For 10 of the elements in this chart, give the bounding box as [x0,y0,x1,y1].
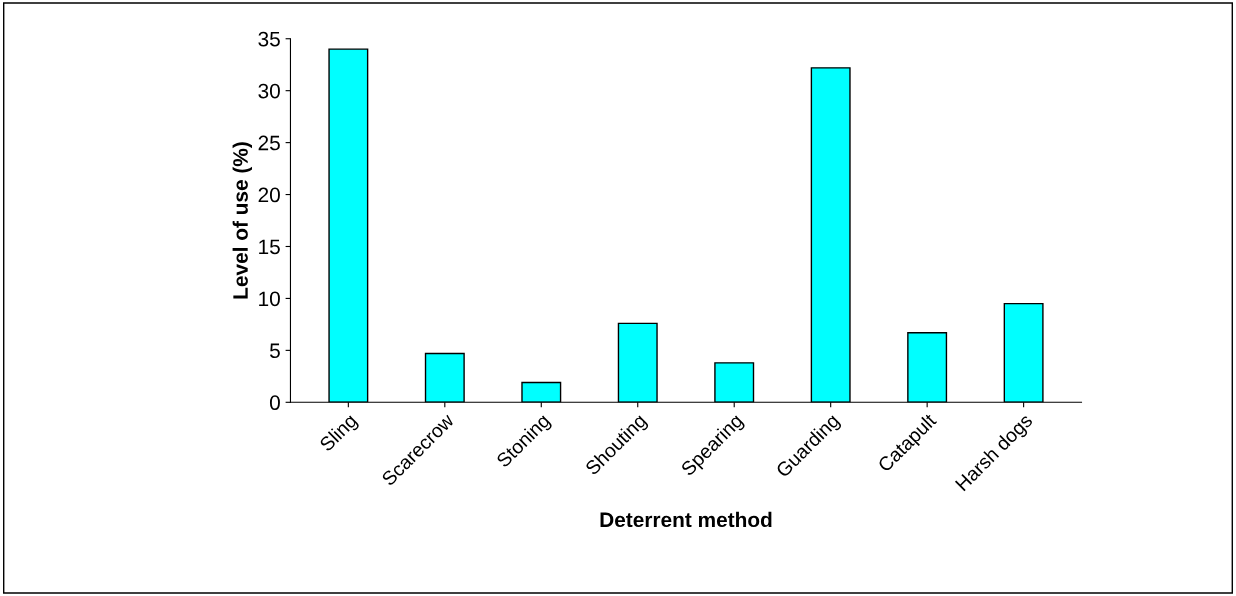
y-tick-label: 5 [269,343,280,359]
y-tick-label: 10 [259,291,280,307]
y-tick-label: 25 [258,135,280,151]
y-tick-label: 15 [259,239,280,255]
y-tick-label: 20 [258,187,280,203]
y-tick-label: 35 [258,31,280,47]
y-tick-label: 0 [269,395,280,411]
y-axis-title: Level of use (%) [232,142,253,299]
x-axis-title: Deterrent method [600,511,772,528]
y-tick-label: 30 [258,83,280,99]
